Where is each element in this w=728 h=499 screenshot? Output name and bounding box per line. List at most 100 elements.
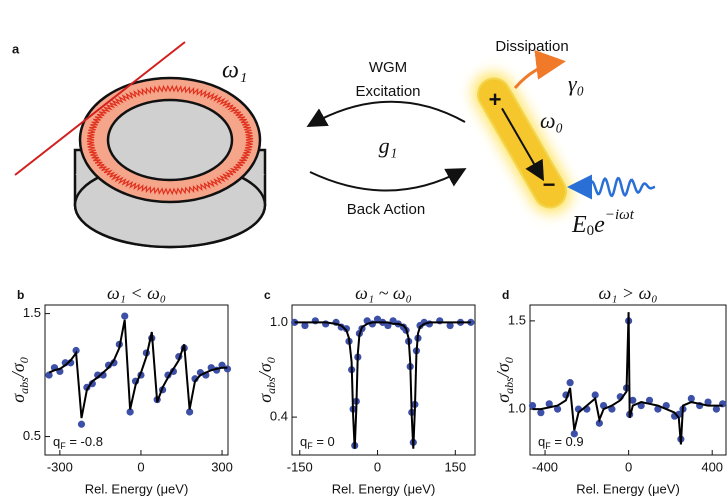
chart-title: ω₁ < ω₀ — [107, 283, 166, 303]
annotation-part: q — [300, 434, 307, 449]
y-axis-label-part: abs — [502, 377, 516, 394]
panel-label: a — [12, 41, 20, 56]
panel-label: d — [502, 288, 509, 302]
gamma0-label: γ₀ — [568, 71, 584, 96]
data-point — [687, 394, 695, 403]
x-tick-label: -300 — [47, 459, 73, 474]
x-tick-label: 0 — [625, 459, 632, 474]
annotation-part: F — [545, 441, 551, 451]
y-axis-label-part: /σ — [8, 362, 28, 378]
y-tick-label: 1.5 — [508, 312, 526, 327]
plot-frame — [529, 304, 727, 456]
y-tick-label: 0.4 — [270, 409, 288, 424]
annotation-part: F — [307, 441, 313, 451]
coupling-arrows — [306, 100, 467, 192]
data-point — [553, 405, 562, 413]
y-axis-label: σabs/σ0 — [8, 357, 31, 402]
x-tick-label: 150 — [444, 459, 466, 474]
data-point — [45, 371, 53, 379]
x-tick-label: 0 — [137, 459, 144, 474]
data-point — [186, 408, 194, 416]
data-point — [104, 361, 113, 369]
fit-line — [294, 321, 471, 449]
data-point — [446, 321, 454, 330]
data-point — [537, 409, 545, 417]
data-point — [223, 365, 232, 373]
excitation-label: Excitation — [355, 83, 420, 100]
y-axis-label-part: 0 — [502, 357, 516, 363]
plus-sign: + — [489, 87, 502, 112]
y-axis-label-part: /σ — [493, 362, 513, 378]
data-point — [342, 325, 351, 333]
panel-label: b — [17, 288, 24, 302]
y-axis-label-part: abs — [17, 377, 31, 394]
data-point — [645, 396, 654, 404]
y-axis-label-part: 0 — [17, 357, 31, 363]
y-tick-label: 1.0 — [270, 314, 288, 329]
data-point — [301, 321, 309, 330]
data-point — [545, 400, 553, 408]
x-tick-label: -150 — [287, 459, 313, 474]
y-axis-label-part: 0 — [264, 357, 278, 363]
data-point — [704, 398, 712, 406]
x-tick-label: 300 — [211, 459, 233, 474]
wgm-label: WGM — [369, 59, 407, 76]
chart-title: ω₁ > ω₀ — [598, 283, 657, 303]
x-axis-label: Rel. Energy (μeV) — [85, 481, 189, 496]
y-axis-label-part: σ — [255, 393, 275, 403]
annotation-part: q — [53, 434, 60, 449]
annotation: qF = 0 — [300, 434, 335, 451]
back-action-label: Back Action — [347, 201, 425, 218]
annotation-part: = 0.9 — [551, 434, 584, 449]
x-tick-label: -400 — [532, 459, 558, 474]
data-point — [126, 408, 134, 416]
y-axis-label: σabs/σ0 — [493, 357, 516, 402]
y-tick-label: 1.0 — [508, 401, 526, 416]
data-point — [121, 312, 129, 320]
y-axis-label-part: /σ — [255, 362, 275, 378]
resonator — [14, 41, 267, 249]
annotation-part: F — [60, 441, 66, 451]
data-point — [528, 401, 537, 410]
data-point — [591, 391, 599, 399]
annotation: qF = 0.9 — [538, 434, 584, 451]
data-point — [110, 359, 118, 367]
annotation-part: = -0.8 — [66, 434, 103, 449]
x-tick-label: 0 — [374, 459, 381, 474]
coupling-label: g₁ — [379, 133, 398, 158]
data-point — [570, 430, 578, 438]
annotation: qF = -0.8 — [53, 434, 103, 451]
data-point — [629, 396, 637, 404]
data-point — [595, 419, 603, 427]
field-label: E0e−iωt — [571, 207, 635, 239]
dipole — [473, 49, 656, 214]
data-point — [290, 318, 299, 326]
minus-sign: − — [543, 172, 556, 197]
y-axis-label: σabs/σ0 — [255, 357, 278, 402]
plot-frame — [44, 304, 229, 456]
y-axis-label-part: σ — [8, 393, 28, 403]
y-axis-label-part: abs — [264, 377, 278, 394]
x-axis-label: Rel. Energy (μeV) — [332, 481, 436, 496]
annotation-part: q — [538, 434, 545, 449]
fit-line — [532, 312, 723, 445]
fit-line — [48, 319, 228, 419]
omega0-label: ω₀ — [540, 108, 563, 133]
plot-frame — [291, 304, 476, 456]
annotation-part: = 0 — [313, 434, 335, 449]
x-axis-label: Rel. Energy (μeV) — [576, 481, 680, 496]
data-point — [77, 420, 86, 428]
data-point — [373, 315, 382, 323]
data-point — [72, 346, 80, 355]
data-point — [566, 379, 574, 387]
data-point — [712, 405, 720, 413]
omega1-label: ω₁ — [222, 58, 247, 84]
panel-label: c — [264, 288, 271, 302]
y-tick-label: 1.5 — [23, 305, 41, 320]
x-tick-label: 400 — [701, 459, 723, 474]
chart-title: ω₁ ~ ω₀ — [355, 283, 412, 303]
y-axis-label-part: σ — [493, 393, 513, 403]
y-tick-label: 0.5 — [23, 428, 41, 443]
dissipation-label: Dissipation — [495, 38, 568, 55]
